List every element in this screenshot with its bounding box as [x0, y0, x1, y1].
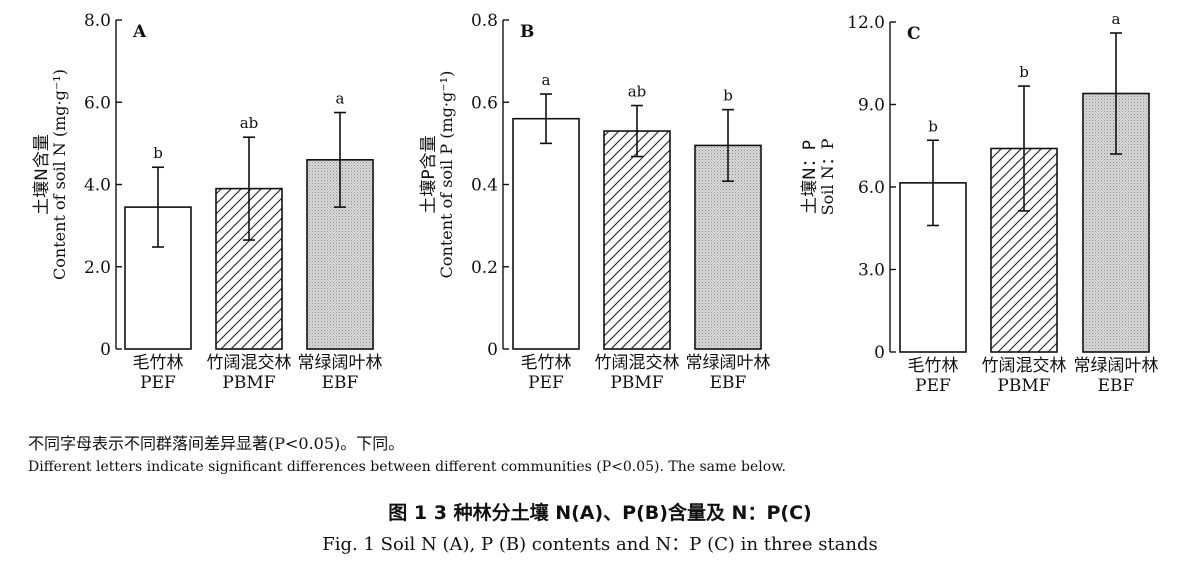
x-tick-label-en: PBMF	[222, 373, 275, 393]
panel-label: C	[907, 24, 921, 44]
x-tick-label-cn: 毛竹林	[133, 353, 184, 373]
panel-label: B	[520, 22, 534, 42]
bar	[603, 130, 671, 350]
y-axis-title-cn: 土壤N含量	[31, 134, 52, 215]
x-tick-label-en: PEF	[140, 373, 176, 393]
x-tick-label-cn: 竹阔混交林	[595, 353, 680, 373]
y-tick-label: 0	[100, 340, 111, 360]
significance-note-en: Different letters indicate significant d…	[28, 459, 786, 475]
y-axis-title-cn: 土壤P含量	[418, 135, 439, 213]
y-tick-label: 6.0	[84, 93, 111, 113]
y-tick-label: 0.2	[471, 258, 498, 278]
y-tick-label: 3.0	[858, 261, 885, 281]
significance-letter: ab	[628, 83, 647, 101]
y-tick-label: 0.4	[471, 176, 498, 196]
y-tick-label: 12.0	[847, 13, 885, 33]
x-tick-label-cn: 常绿阔叶林	[298, 353, 383, 373]
y-axis-title-en: Soil N：P	[818, 138, 837, 215]
x-tick-label-en: PEF	[915, 376, 951, 396]
x-tick-label-cn: 竹阔混交林	[207, 353, 292, 373]
significance-letter: b	[928, 117, 938, 135]
x-tick-label-en: EBF	[322, 373, 359, 393]
x-tick-label-cn: 毛竹林	[521, 353, 572, 373]
significance-letter: a	[1112, 10, 1121, 28]
y-tick-label: 0	[874, 343, 885, 363]
y-axis-title-en: Content of soil P (mg·g⁻¹)	[437, 71, 456, 279]
x-tick-label-cn: 毛竹林	[908, 356, 959, 376]
significance-letter: a	[336, 90, 345, 108]
x-tick-label-en: EBF	[1098, 376, 1135, 396]
significance-note-cn: 不同字母表示不同群落间差异显著(P<0.05)。下同。	[28, 434, 405, 453]
significance-letter: a	[542, 71, 551, 89]
y-axis-title-en: Content of soil N (mg·g⁻¹)	[50, 69, 69, 280]
x-tick-label-cn: 竹阔混交林	[982, 356, 1067, 376]
bar	[512, 117, 580, 350]
y-tick-label: 9.0	[858, 96, 885, 116]
x-tick-label-cn: 常绿阔叶林	[686, 353, 771, 373]
significance-letter: b	[153, 144, 163, 162]
y-tick-label: 0.8	[471, 11, 498, 31]
y-tick-label: 0.6	[471, 93, 498, 113]
y-tick-label: 6.0	[858, 178, 885, 198]
x-tick-label-en: PBMF	[997, 376, 1050, 396]
panel-label: A	[132, 22, 147, 42]
y-tick-label: 0	[487, 340, 498, 360]
significance-letter: ab	[240, 114, 259, 132]
y-tick-label: 2.0	[84, 258, 111, 278]
y-axis-title-cn: 土壤N：P	[799, 140, 820, 214]
figure-caption-en: Fig. 1 Soil N (A), P (B) contents and N：…	[322, 534, 878, 555]
x-tick-label-cn: 常绿阔叶林	[1074, 356, 1159, 376]
x-tick-label-en: PEF	[528, 373, 564, 393]
x-tick-label-en: PBMF	[610, 373, 663, 393]
x-tick-label-en: EBF	[710, 373, 747, 393]
y-tick-label: 8.0	[84, 11, 111, 31]
significance-letter: b	[1019, 63, 1029, 81]
y-tick-label: 4.0	[84, 176, 111, 196]
significance-letter: b	[723, 87, 733, 105]
figure-caption-cn: 图 1 3 种林分土壤 N(A)、P(B)含量及 N：P(C)	[388, 502, 812, 524]
